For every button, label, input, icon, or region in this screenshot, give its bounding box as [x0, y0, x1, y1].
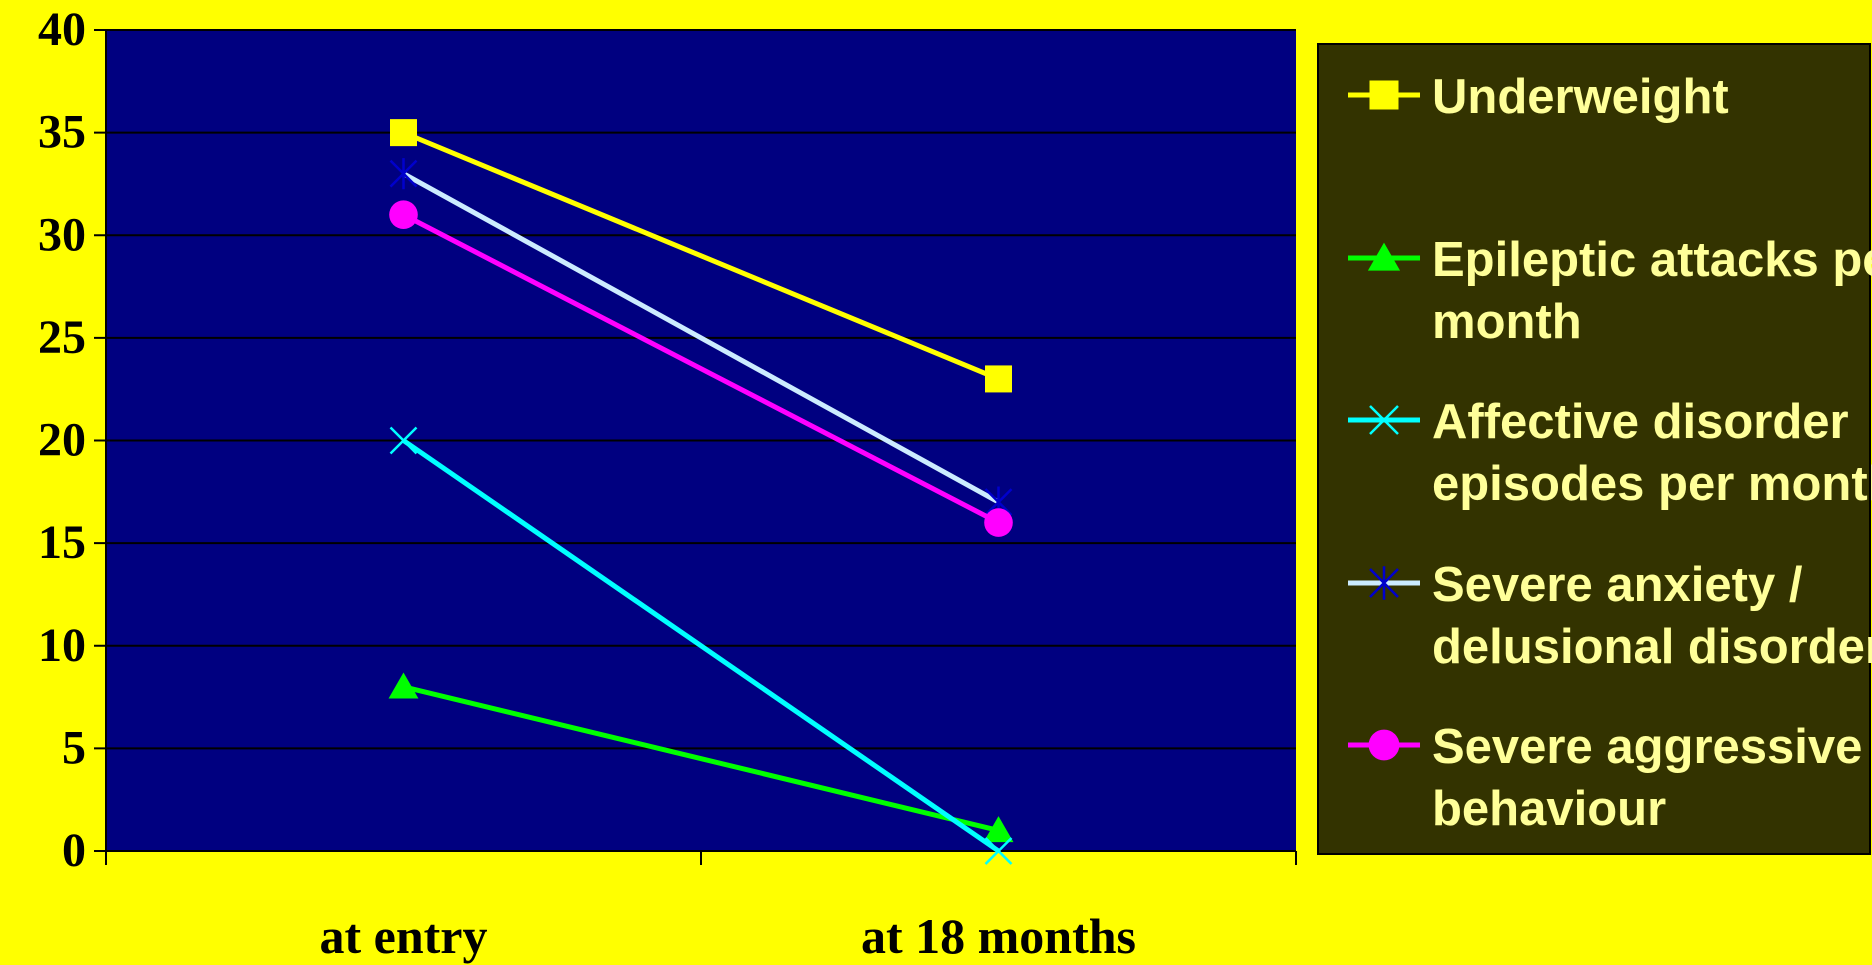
- y-tick-label-30: 30: [38, 208, 86, 261]
- legend-label-3-0: Severe anxiety /: [1432, 558, 1803, 612]
- series-line-0: [402, 130, 1000, 382]
- series-2: [389, 426, 1013, 865]
- legend-label-4-1: behaviour: [1432, 782, 1666, 836]
- series-line-3: [402, 171, 1000, 505]
- legend-swatch-marker-4: [1368, 729, 1400, 761]
- x-tick-label-1: at 18 months: [861, 908, 1136, 964]
- data-point-4-1: [984, 508, 1013, 537]
- legend-swatch-marker-3: [1369, 566, 1399, 600]
- y-tick-label-15: 15: [38, 516, 86, 569]
- y-tick-label-35: 35: [38, 106, 86, 159]
- legend-label-0-0: Underweight: [1432, 70, 1729, 124]
- data-point-1-1: [983, 816, 1014, 843]
- series-line-2: [402, 438, 1000, 854]
- y-tick-label-20: 20: [38, 414, 86, 467]
- data-point-0-0: [390, 119, 417, 147]
- legend-box: [1317, 43, 1871, 855]
- series-layer: [388, 119, 1014, 865]
- data-point-0-1: [985, 365, 1012, 393]
- legend-label-2-0: Affective disorder: [1432, 395, 1849, 449]
- data-point-2-1: [984, 837, 1013, 865]
- legend-label-2-1: episodes per month: [1432, 457, 1872, 511]
- x-tick-labels: at entry at 18 months: [320, 908, 1137, 964]
- series-line-1: [402, 684, 1000, 833]
- legend-swatch-marker-2: [1369, 405, 1399, 435]
- legend-swatch-marker-0: [1369, 80, 1399, 110]
- y-tick-label-25: 25: [38, 311, 86, 364]
- x-tick-label-0: at entry: [320, 908, 488, 964]
- legend-entry-4: Severe aggressive behaviour: [1348, 720, 1862, 836]
- legend: Underweight Epileptic attacks per month Aff…: [1317, 43, 1872, 855]
- data-point-3-0: [389, 158, 418, 190]
- y-tick-label-40: 40: [38, 3, 86, 56]
- legend-label-3-1: delusional disorders: [1432, 620, 1872, 674]
- series-line-4: [402, 212, 1000, 525]
- legend-entry-1: Epileptic attacks per month: [1348, 233, 1872, 349]
- y-tick-label-5: 5: [62, 721, 86, 774]
- y-tick-label-10: 10: [38, 619, 86, 672]
- data-point-2-0: [389, 426, 418, 455]
- series-0: [390, 119, 1012, 393]
- legend-label-4-0: Severe aggressive: [1432, 720, 1862, 774]
- legend-label-1-0: Epileptic attacks per: [1432, 233, 1872, 287]
- series-4: [389, 200, 1013, 537]
- legend-entry-2: Affective disorder episodes per month: [1348, 395, 1872, 511]
- legend-swatch-marker-1: [1367, 242, 1401, 271]
- data-point-4-0: [389, 200, 418, 230]
- legend-entry-0: Underweight: [1348, 70, 1729, 124]
- legend-label-1-1: month: [1432, 295, 1582, 349]
- series-1: [388, 672, 1014, 843]
- y-tick-labels: 0 5 10 15 20 25 30 35 40: [38, 3, 86, 877]
- axes: [105, 30, 1297, 865]
- data-point-1-0: [388, 672, 419, 699]
- y-tick-label-0: 0: [62, 824, 86, 877]
- legend-entry-3: Severe anxiety / delusional disorders: [1348, 558, 1872, 674]
